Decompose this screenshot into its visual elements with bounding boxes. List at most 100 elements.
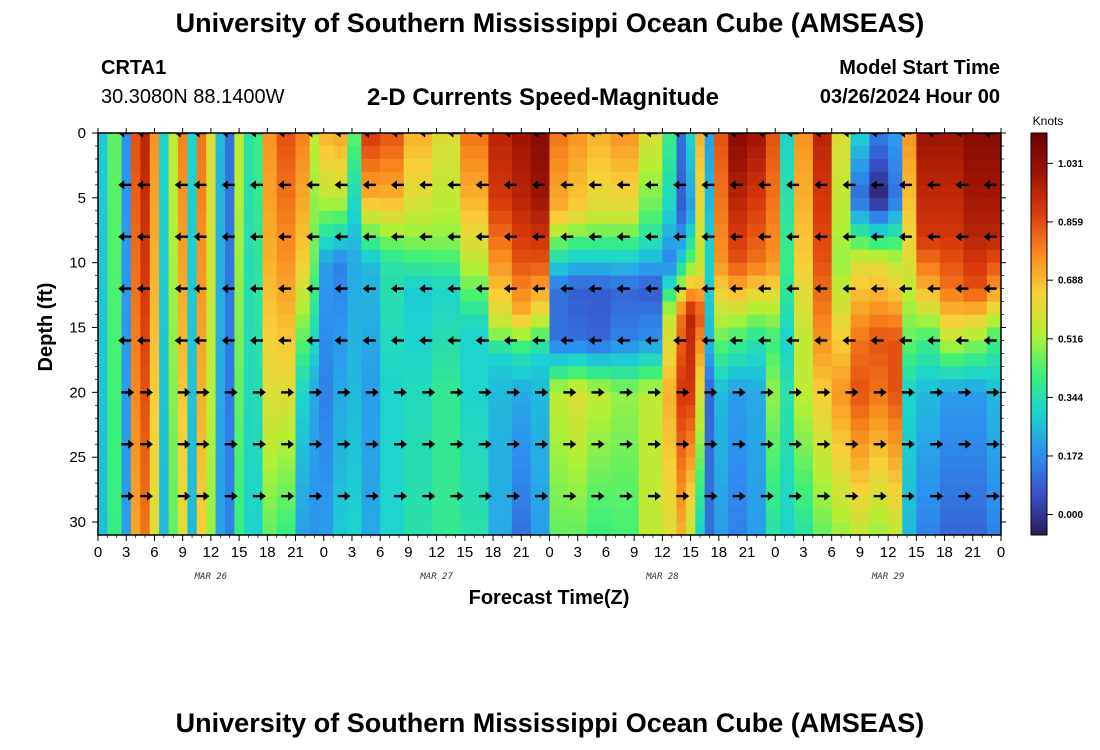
- heatmap-cell: [888, 236, 903, 251]
- heatmap-cell: [149, 197, 160, 212]
- current-vector-arrow: [619, 491, 633, 501]
- heatmap-cell: [794, 457, 814, 471]
- current-vector-arrow: [588, 133, 602, 138]
- current-vector-arrow: [930, 491, 944, 501]
- heatmap-cell: [831, 301, 852, 316]
- heatmap-cell: [963, 262, 988, 277]
- heatmap-cell: [530, 444, 551, 458]
- heatmap-cell: [695, 405, 706, 419]
- heatmap-cell: [431, 223, 461, 238]
- heatmap-cell: [939, 133, 964, 147]
- heatmap-cell: [319, 210, 334, 225]
- heatmap-cell: [794, 392, 814, 406]
- current-vector-arrow: [927, 133, 941, 138]
- heatmap-cell: [638, 236, 663, 251]
- current-vector-arrow: [419, 232, 433, 242]
- heatmap-cell: [638, 327, 663, 342]
- heatmap-cell: [253, 158, 264, 173]
- heatmap-cell: [253, 275, 264, 290]
- heatmap-cell: [309, 522, 320, 535]
- heatmap-cell: [276, 197, 297, 212]
- heatmap-cell: [587, 457, 612, 471]
- current-vector-arrow: [422, 491, 436, 501]
- current-vector-arrow: [419, 133, 433, 138]
- heatmap-cell: [295, 353, 311, 368]
- heatmap-cell: [714, 418, 729, 432]
- heatmap-cell: [319, 379, 334, 393]
- heatmap-cell: [587, 158, 612, 173]
- heatmap-cell: [488, 366, 513, 380]
- heatmap-cell: [149, 353, 160, 368]
- current-vector-arrow: [986, 387, 1000, 397]
- heatmap-cell: [530, 314, 551, 329]
- current-vector-arrow: [450, 387, 464, 397]
- heatmap-cell: [262, 444, 278, 458]
- heatmap-cell: [888, 483, 903, 497]
- heatmap-cell: [779, 133, 795, 147]
- heatmap-cell: [276, 405, 297, 419]
- heatmap-cell: [747, 262, 767, 277]
- heatmap-cell: [587, 483, 612, 497]
- heatmap-cell: [206, 379, 217, 393]
- heatmap-cell: [107, 457, 123, 471]
- heatmap-cell: [196, 210, 207, 225]
- heatmap-cell: [888, 392, 903, 406]
- heatmap-cell: [850, 340, 870, 355]
- heatmap-cell: [319, 133, 334, 147]
- heatmap-cell: [224, 392, 235, 406]
- heatmap-cell: [986, 171, 1001, 186]
- heatmap-cell: [333, 509, 348, 523]
- heatmap-cell: [262, 496, 278, 510]
- current-vector-arrow: [281, 387, 295, 397]
- current-vector-arrow: [224, 439, 238, 449]
- heatmap-cell: [243, 340, 254, 355]
- heatmap-cell: [253, 133, 264, 147]
- heatmap-cell: [121, 236, 132, 251]
- heatmap-cell: [196, 314, 207, 329]
- heatmap-cell: [831, 431, 852, 445]
- heatmap-cell: [568, 366, 588, 380]
- heatmap-cell: [215, 275, 226, 290]
- heatmap-cell: [747, 301, 767, 316]
- heatmap-cell: [140, 457, 151, 471]
- current-vector-arrow: [955, 133, 969, 138]
- heatmap-cell: [215, 340, 226, 355]
- current-vector-arrow: [503, 180, 517, 190]
- heatmap-cell: [380, 223, 405, 238]
- heatmap-cell: [850, 171, 870, 186]
- heatmap-cell: [159, 275, 170, 290]
- heatmap-cell: [206, 457, 217, 471]
- heatmap-cell: [309, 275, 320, 290]
- current-vector-arrow: [588, 232, 602, 242]
- heatmap-cell: [902, 275, 917, 290]
- heatmap-cell: [902, 431, 917, 445]
- heatmap-cell: [309, 223, 320, 238]
- heatmap-cell: [361, 431, 381, 445]
- heatmap-cell: [831, 145, 852, 160]
- heatmap-cell: [140, 418, 151, 432]
- heatmap-cell: [939, 158, 964, 173]
- heatmap-cell: [319, 392, 334, 406]
- current-vector-arrow: [306, 180, 320, 190]
- heatmap-cell: [831, 236, 852, 251]
- heatmap-cell: [939, 483, 964, 497]
- heatmap-cell: [319, 327, 334, 342]
- heatmap-cell: [276, 379, 297, 393]
- heatmap-cell: [511, 470, 532, 484]
- heatmap-cell: [662, 509, 678, 523]
- heatmap-cell: [253, 340, 264, 355]
- heatmap-cell: [869, 405, 889, 419]
- heatmap-cell: [530, 197, 551, 212]
- heatmap-cell: [869, 288, 889, 303]
- heatmap-cell: [850, 483, 870, 497]
- model-start-value: 03/26/2024 Hour 00: [819, 86, 1000, 108]
- heatmap-cell: [549, 496, 569, 510]
- current-vector-arrow: [337, 439, 351, 449]
- heatmap-cell: [206, 210, 217, 225]
- heatmap-cell: [850, 457, 870, 471]
- heatmap-cell: [676, 210, 687, 225]
- heatmap-cell: [234, 340, 245, 355]
- heatmap-cell: [704, 340, 715, 355]
- heatmap-cell: [869, 431, 889, 445]
